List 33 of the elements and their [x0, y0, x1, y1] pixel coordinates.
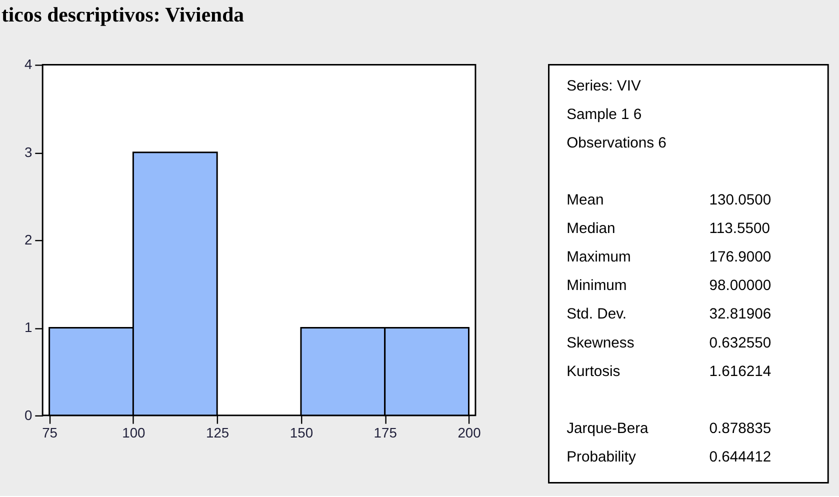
x-tick-label: 75: [42, 424, 58, 441]
y-tick-label: 2: [24, 232, 32, 248]
y-tick-label: 3: [24, 144, 32, 160]
text: Sample 1 6: [566, 107, 642, 124]
text: 113.5500: [709, 221, 770, 238]
x-tick-label: 125: [206, 424, 230, 441]
category-label: Median: [566, 221, 616, 238]
chart-title: ticos descriptivos: Vivienda: [1, 3, 245, 26]
text: 130.0500: [709, 192, 772, 209]
x-tick-label: 200: [458, 424, 482, 441]
text: 0.644412: [709, 449, 772, 466]
x-tick-label: 150: [290, 424, 314, 441]
category-label: Kurtosis: [566, 364, 620, 380]
text: 0.878835: [709, 420, 772, 437]
x-tick-label: 175: [374, 424, 398, 441]
y-tick-label: 0: [24, 406, 32, 423]
category-label: Probability: [566, 449, 636, 466]
category-label: Std. Dev.: [566, 306, 627, 323]
x-tick-label: 100: [122, 424, 146, 441]
category-label: Minimum: [566, 278, 627, 294]
text: 0.632550: [709, 335, 772, 352]
y-tick-label: 4: [24, 56, 32, 72]
category-label: Skewness: [566, 335, 634, 352]
y-tick-label: 1: [24, 319, 32, 336]
category-label: Maximum: [566, 250, 631, 266]
text: 1.616214: [709, 364, 772, 380]
text: 98.00000: [709, 278, 772, 294]
text: Series: VIV: [566, 78, 641, 94]
category-label: Mean: [566, 192, 604, 209]
category-label: Jarque-Bera: [566, 420, 650, 437]
text: Observations 6: [566, 136, 666, 152]
text: 32.81906: [709, 306, 772, 323]
text: 176.9000: [709, 250, 772, 266]
